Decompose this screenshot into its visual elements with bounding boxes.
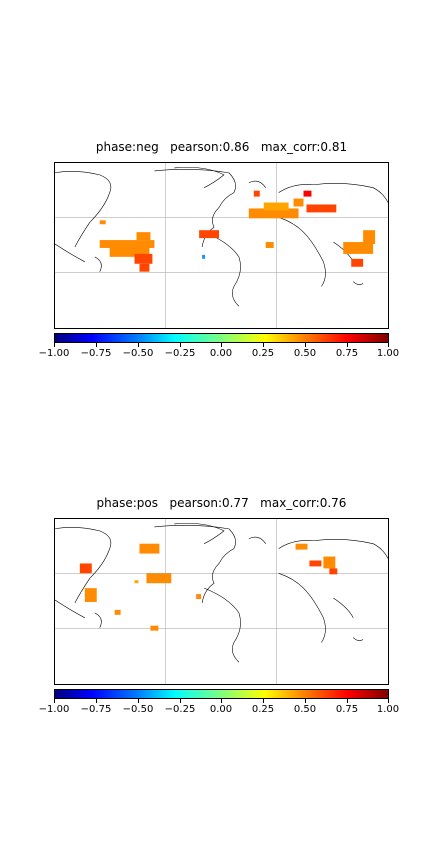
tick-label: −0.50 — [122, 704, 154, 715]
tick-label: 0.75 — [335, 348, 359, 359]
tick-label: −0.50 — [122, 348, 154, 359]
tick-label: −0.75 — [80, 348, 112, 359]
coastlines — [55, 522, 388, 663]
tick-label: 0.00 — [209, 348, 233, 359]
map-canvas — [55, 163, 388, 328]
world-map — [54, 162, 389, 329]
tick-label: −0.25 — [164, 704, 196, 715]
tick-label: −1.00 — [38, 704, 70, 715]
colorbar-ticks: −1.00 −0.75 −0.50 −0.25 0.00 0.25 0.50 0… — [39, 699, 399, 719]
tick-label: 0.25 — [251, 348, 275, 359]
panel-title: phase:neg pearson:0.86 max_corr:0.81 — [95, 140, 348, 154]
tick-label: 1.00 — [376, 704, 400, 715]
tick-label: −1.00 — [38, 348, 70, 359]
tick-label: 0.50 — [293, 704, 317, 715]
tick-label: 0.25 — [251, 704, 275, 715]
map-canvas — [55, 519, 388, 684]
correlation-patches — [79, 543, 338, 631]
tick-label: −0.25 — [164, 348, 196, 359]
correlation-patches — [99, 190, 376, 272]
panel-title: phase:pos pearson:0.77 max_corr:0.76 — [96, 496, 347, 510]
colorbar — [54, 689, 389, 699]
tick-label: 0.00 — [209, 704, 233, 715]
tick-label: 0.50 — [293, 348, 317, 359]
tick-label: −0.75 — [80, 704, 112, 715]
colorbar — [54, 333, 389, 343]
tick-label: 1.00 — [376, 348, 400, 359]
coastlines — [55, 166, 388, 307]
gridlines — [55, 163, 388, 328]
world-map — [54, 518, 389, 685]
tick-label: 0.75 — [335, 704, 359, 715]
colorbar-ticks: −1.00 −0.75 −0.50 −0.25 0.00 0.25 0.50 0… — [39, 343, 399, 363]
